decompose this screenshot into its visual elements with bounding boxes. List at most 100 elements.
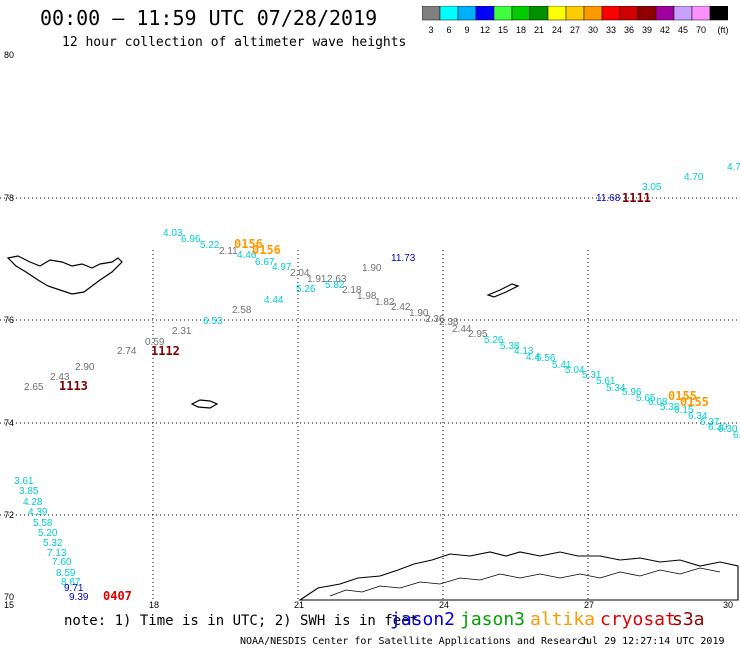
map-subtitle: 12 hour collection of altimeter wave hei… bbox=[62, 35, 407, 50]
credit-line: NOAA/NESDIS Center for Satellite Applica… bbox=[240, 636, 590, 647]
wave-height-value: 4.39 bbox=[28, 507, 48, 518]
legend-swatch-label: 18 bbox=[516, 25, 526, 35]
wave-height-value: 4.70 bbox=[684, 172, 704, 183]
pass-time-label: 1113 bbox=[59, 379, 88, 393]
satellite-s3a-label: s3a bbox=[672, 609, 705, 630]
wave-height-value: 7.60 bbox=[52, 557, 72, 568]
wave-height-value: 2.18 bbox=[342, 285, 362, 296]
pass-time-label: 0156 bbox=[234, 237, 263, 251]
legend-swatch-label: 70 bbox=[696, 25, 706, 35]
wave-height-value: 2.90 bbox=[75, 362, 95, 373]
wave-height-value: 1.82 bbox=[375, 297, 395, 308]
legend-swatch bbox=[709, 6, 728, 21]
bear-island bbox=[190, 399, 219, 409]
map-title: 00:00 – 11:59 UTC 07/28/2019 bbox=[40, 6, 378, 30]
wave-height-value: 6.34 bbox=[688, 411, 708, 422]
wave-height-value: 5.61 bbox=[596, 376, 616, 387]
wave-height-value: 1.91 bbox=[307, 274, 327, 285]
graticule bbox=[0, 197, 740, 600]
pass-time-label: 0155 bbox=[668, 389, 697, 403]
wave-height-value: 5.58 bbox=[33, 518, 53, 529]
lat-label: 78 bbox=[4, 193, 14, 203]
lon-label: 21 bbox=[294, 600, 304, 610]
wave-height-value: 6.30 bbox=[708, 422, 728, 433]
lat-label: 70 bbox=[4, 592, 14, 602]
wave-height-value: 5.96 bbox=[622, 387, 642, 398]
legend-swatch-label: 42 bbox=[660, 25, 670, 35]
wave-height-value: 4.7 bbox=[727, 162, 740, 173]
wave-height-value: 2.42 bbox=[391, 302, 411, 313]
wave-height-value: 2.38 bbox=[439, 317, 459, 328]
wave-height-color-legend: 3 6 9 12 15 18 21 24 27 30 33 36 39 42 45 70 (ft) bbox=[422, 6, 728, 35]
wave-height-value: 7.13 bbox=[47, 548, 67, 559]
footer-note: note: 1) Time is in UTC; 2) SWH is in fe… bbox=[64, 613, 419, 629]
wave-height-value: 4.46 bbox=[237, 250, 257, 261]
wave-height-value: 6.15 bbox=[674, 405, 694, 416]
wave-height-value: 3.05 bbox=[642, 182, 662, 193]
coastline bbox=[6, 255, 739, 601]
wave-height-value: 2.44 bbox=[452, 324, 472, 335]
wave-height-value: 6.67 bbox=[255, 257, 275, 268]
satellite-jason3-label: jason3 bbox=[460, 609, 526, 630]
svalbard-coast bbox=[6, 255, 123, 295]
norway-inner-islands bbox=[329, 567, 721, 597]
lon-label: 27 bbox=[584, 600, 594, 610]
wave-height-value: 8.59 bbox=[56, 568, 76, 579]
legend-swatch-label: 39 bbox=[642, 25, 652, 35]
wave-height-value: 2.11 bbox=[219, 246, 238, 257]
wave-height-value: 5.20 bbox=[38, 528, 58, 539]
lat-label: 72 bbox=[4, 510, 14, 520]
legend-swatch-label: 36 bbox=[624, 25, 634, 35]
satellite-altika-label: altika bbox=[530, 609, 596, 630]
wave-height-value: 2.63 bbox=[327, 274, 347, 285]
wave-height-value: 2.58 bbox=[232, 305, 252, 316]
satellite-cryosat-label: cryosat bbox=[600, 609, 676, 630]
legend-swatch-label: 15 bbox=[498, 25, 508, 35]
island-small bbox=[486, 283, 520, 298]
wave-height-value: 6. bbox=[733, 430, 740, 441]
wave-height-value: 5.65 bbox=[636, 393, 656, 404]
wave-height-value: 5.26 bbox=[484, 335, 504, 346]
wave-height-value: 3.85 bbox=[19, 486, 39, 497]
wave-height-value: 0.59 bbox=[145, 337, 165, 348]
wave-height-value: 5.04 bbox=[565, 365, 585, 376]
wave-height-value: 6.53 bbox=[203, 316, 223, 327]
wave-height-value: 9.71 bbox=[64, 583, 84, 594]
wave-height-value: 5.41 bbox=[552, 360, 572, 371]
wave-height-value: 4.13 bbox=[514, 346, 534, 357]
lat-label: 76 bbox=[4, 315, 14, 325]
legend-swatch-label: 45 bbox=[678, 25, 688, 35]
wave-height-value: 4.4 bbox=[526, 352, 540, 363]
wave-height-value: 5.56 bbox=[536, 353, 556, 364]
wave-height-value: 1.98 bbox=[357, 291, 377, 302]
wave-height-value: 5.38 bbox=[660, 402, 680, 413]
wave-height-value: 5.32 bbox=[43, 538, 63, 549]
pass-time-label: 0407 bbox=[103, 589, 132, 603]
lon-label: 30 bbox=[723, 600, 733, 610]
wave-height-value: 5.26 bbox=[296, 284, 316, 295]
lat-label: 80 bbox=[4, 50, 14, 60]
legend-swatch-label: 9 bbox=[464, 25, 469, 35]
wave-height-value: 8.67 bbox=[61, 577, 81, 588]
wave-height-value: 5.31 bbox=[582, 370, 602, 381]
wave-height-value: 5.22 bbox=[200, 240, 220, 251]
wave-height-value: 3.61 bbox=[14, 476, 34, 487]
legend-swatch-label: 3 bbox=[428, 25, 433, 35]
lat-label: 74 bbox=[4, 418, 14, 428]
legend-swatch-label: 12 bbox=[480, 25, 490, 35]
legend-swatch-label: 21 bbox=[534, 25, 544, 35]
wave-height-value: 4.44 bbox=[264, 295, 284, 306]
wave-height-value: 1.90 bbox=[409, 308, 429, 319]
pass-time-label: 0155 bbox=[680, 395, 709, 409]
wave-height-value: 5.82 bbox=[325, 280, 345, 291]
wave-height-value: 2.65 bbox=[24, 382, 44, 393]
wave-height-value: 6.96 bbox=[181, 234, 201, 245]
wave-height-value: 5.34 bbox=[606, 383, 626, 394]
pass-time-label: 1111 bbox=[622, 191, 651, 205]
legend-swatch-label: 30 bbox=[588, 25, 598, 35]
wave-height-value: 11.73 bbox=[391, 253, 416, 264]
lon-label: 18 bbox=[149, 600, 159, 610]
